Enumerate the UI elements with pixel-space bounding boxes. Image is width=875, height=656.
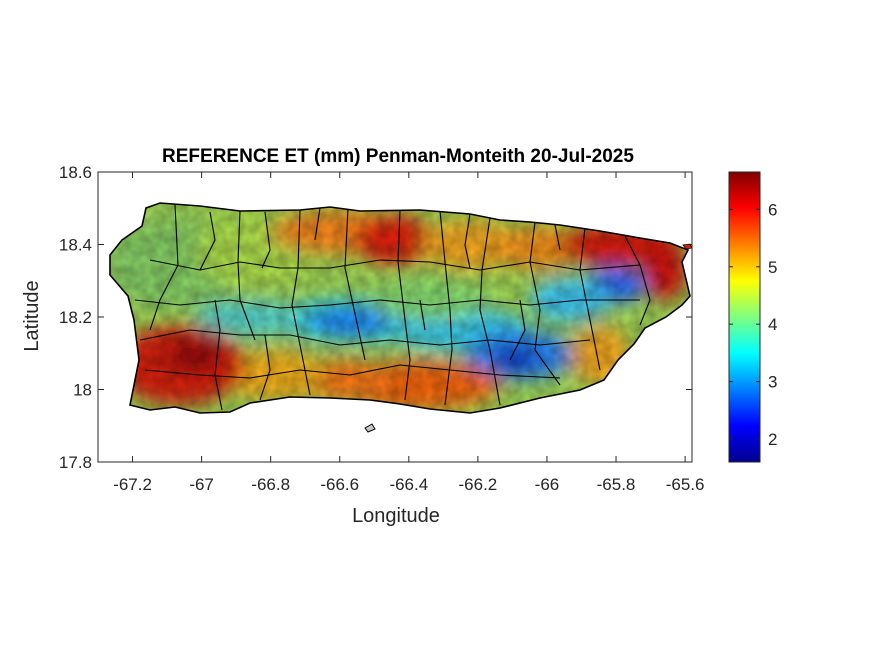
y-tick-label: 18 [73, 381, 92, 400]
et-heat-field [110, 203, 690, 413]
y-tick-label: 18.6 [59, 163, 92, 182]
colorbar-tick-label: 4 [768, 315, 777, 334]
colorbar-ticks: 2 3 4 5 6 [729, 200, 777, 449]
colorbar-tick-label: 5 [768, 258, 777, 277]
x-tick-label: -65.6 [666, 475, 705, 494]
y-tick-label: 17.8 [59, 453, 92, 472]
chart-title: REFERENCE ET (mm) Penman-Monteith 20-Jul… [162, 146, 634, 167]
y-tick-label: 18.4 [59, 236, 92, 255]
y-axis-label: Latitude [21, 280, 43, 351]
caja-de-muertos-island [364, 423, 376, 433]
x-tick-label: -66.8 [251, 475, 290, 494]
colorbar-tick-label: 3 [768, 373, 777, 392]
x-tick-label: -66.2 [459, 475, 498, 494]
x-axis-ticks: -67.2 -67 -66.8 -66.6 -66.4 -66.2 -66 -65.8 -65.… [113, 172, 704, 494]
municipal-boundaries [134, 204, 651, 411]
y-tick-label: 18.2 [59, 308, 92, 327]
x-tick-label: -66 [535, 475, 560, 494]
colorbar [728, 171, 761, 463]
x-tick-label: -66.6 [320, 475, 359, 494]
x-tick-label: -66.4 [389, 475, 428, 494]
colorbar-tick-label: 6 [768, 200, 777, 219]
x-tick-label: -65.8 [597, 475, 636, 494]
x-tick-label: -67.2 [113, 475, 152, 494]
y-axis-ticks: 17.8 18 18.2 18.4 18.6 [59, 163, 692, 472]
colorbar-tick-label: 2 [768, 430, 777, 449]
x-axis-label: Longitude [352, 505, 440, 527]
x-tick-label: -67 [189, 475, 214, 494]
